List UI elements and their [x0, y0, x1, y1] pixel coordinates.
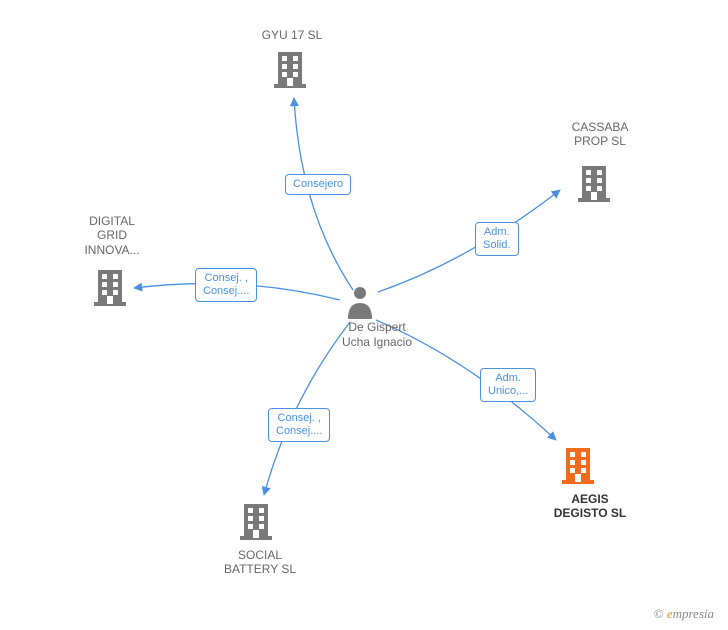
- building-icon: [90, 266, 130, 311]
- person-icon: [346, 285, 374, 324]
- edge-label-social[interactable]: Consej. , Consej....: [268, 408, 330, 442]
- center-node-label: De Gispert Ucha Ignacio: [337, 320, 417, 350]
- copyright: © empresia: [654, 606, 714, 622]
- edge-label-cassaba[interactable]: Adm. Solid.: [475, 222, 519, 256]
- copyright-symbol: ©: [654, 606, 664, 621]
- edge-label-aegis[interactable]: Adm. Unico,...: [480, 368, 536, 402]
- node-label-cassaba: CASSABA PROP SL: [560, 120, 640, 149]
- building-icon: [574, 162, 614, 207]
- node-label-social: SOCIAL BATTERY SL: [210, 548, 310, 577]
- node-label-gyu: GYU 17 SL: [252, 28, 332, 42]
- brand-rest: mpresia: [673, 606, 714, 621]
- node-label-digital: DIGITAL GRID INNOVA...: [72, 214, 152, 257]
- node-label-aegis: AEGIS DEGISTO SL: [540, 492, 640, 521]
- edge-cassaba: [378, 190, 560, 292]
- building-icon: [270, 48, 310, 93]
- edge-label-digital[interactable]: Consej. , Consej....: [195, 268, 257, 302]
- building-icon: [558, 444, 598, 489]
- edge-label-gyu[interactable]: Consejero: [285, 174, 351, 195]
- building-icon: [236, 500, 276, 545]
